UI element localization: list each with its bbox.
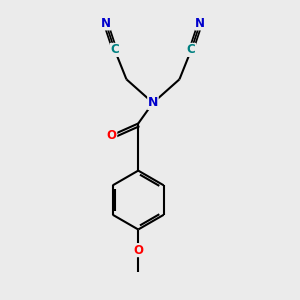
Text: O: O (133, 244, 143, 256)
Text: O: O (107, 129, 117, 142)
Text: C: C (187, 44, 196, 56)
Text: N: N (148, 96, 158, 110)
Text: N: N (195, 17, 205, 30)
Text: N: N (101, 17, 111, 30)
Text: C: C (110, 44, 119, 56)
